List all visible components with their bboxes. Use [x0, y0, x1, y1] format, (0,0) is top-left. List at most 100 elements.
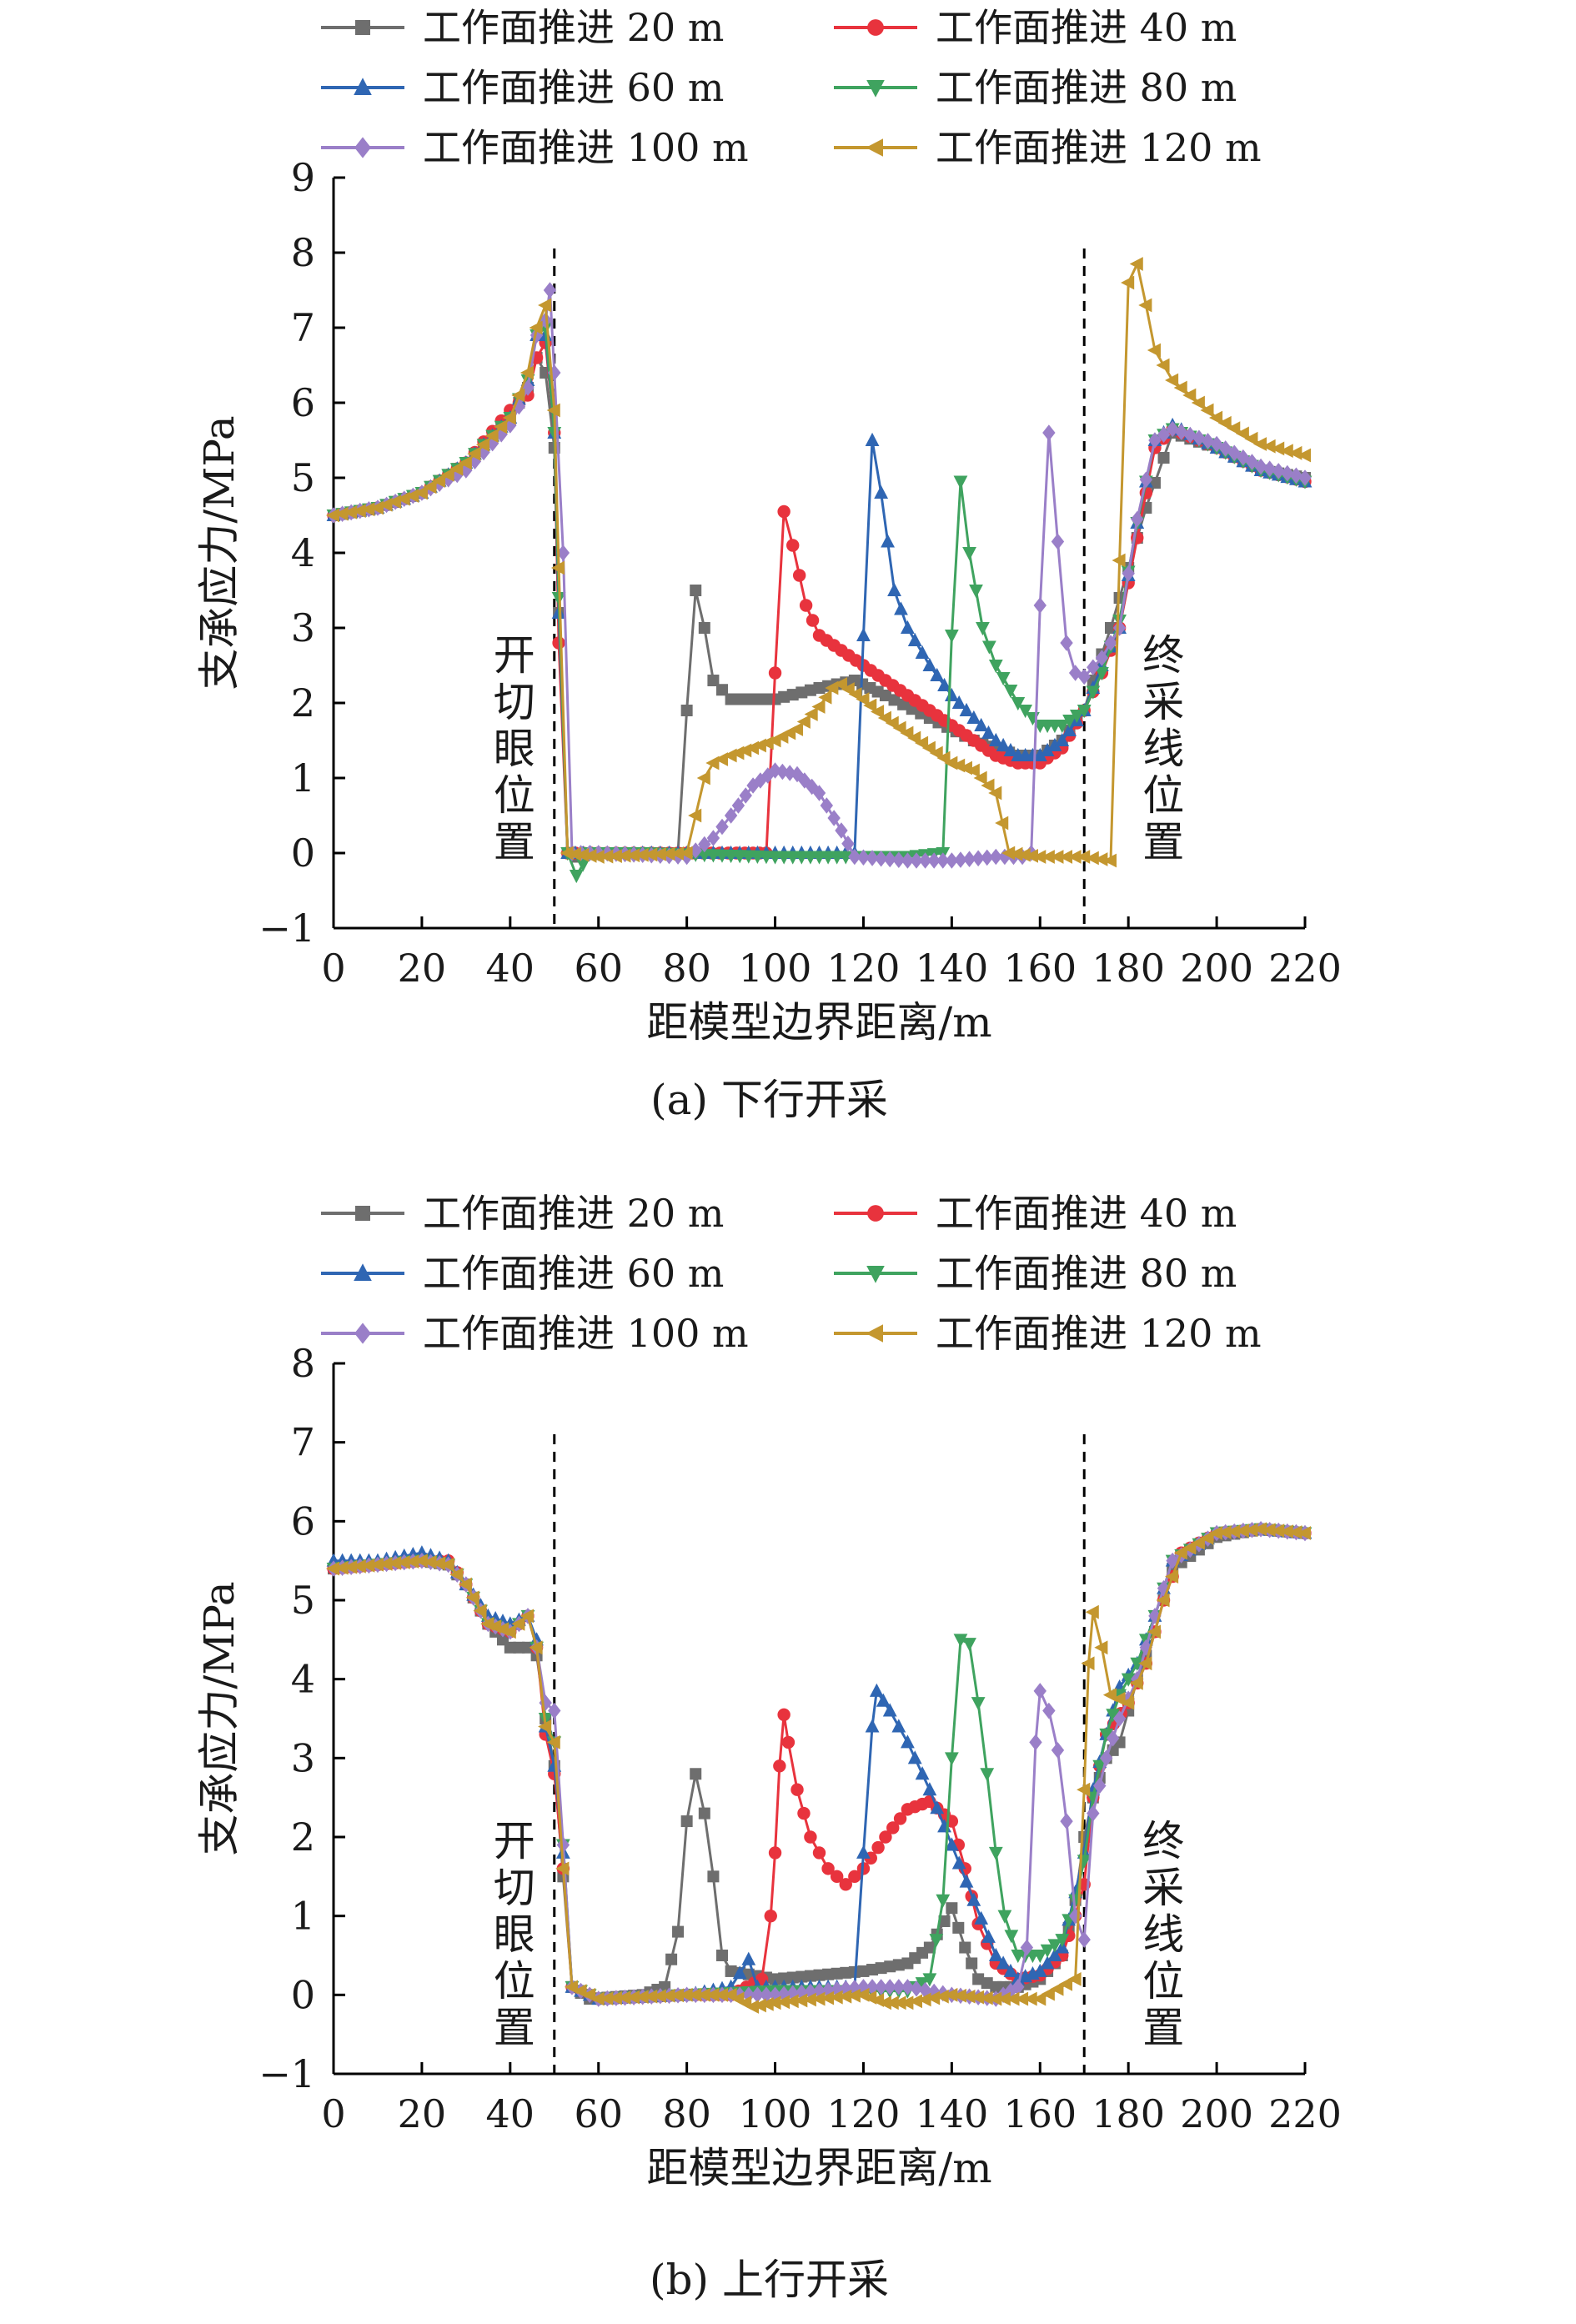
legend-item: 工作面推进 100 m	[321, 125, 749, 170]
data-point	[1175, 424, 1188, 440]
data-point	[751, 693, 764, 705]
data-point	[754, 772, 767, 789]
data-point	[1200, 1531, 1214, 1545]
data-point	[866, 850, 879, 866]
data-point	[644, 1989, 658, 2004]
x-tick-label: 140	[915, 946, 988, 991]
data-point	[1104, 635, 1117, 651]
data-point	[1138, 1656, 1152, 1671]
data-point	[745, 2000, 760, 2014]
reference-line-label: 开切眼位置	[494, 631, 535, 866]
data-point	[1298, 469, 1312, 486]
data-point	[1254, 458, 1267, 475]
data-point	[915, 1766, 930, 1780]
data-point	[608, 1990, 622, 2005]
data-point	[768, 1846, 782, 1860]
data-point	[1095, 667, 1109, 681]
data-point	[1139, 471, 1153, 489]
x-tick-label: 140	[915, 2091, 988, 2136]
data-point	[361, 1558, 375, 1573]
data-point	[1033, 1683, 1046, 1699]
data-point	[1018, 705, 1033, 719]
data-point	[1047, 1939, 1062, 1953]
data-point	[724, 807, 738, 824]
data-point	[935, 1989, 949, 2004]
data-point	[550, 560, 565, 575]
data-point	[760, 693, 772, 705]
data-point	[785, 851, 801, 865]
data-point	[785, 1994, 799, 2009]
data-point	[1047, 737, 1062, 751]
data-point	[882, 1703, 897, 1717]
reference-line-label: 终采线位置	[1142, 1817, 1184, 2052]
data-point	[988, 1846, 1003, 1861]
data-point	[969, 585, 983, 599]
data-point	[672, 1925, 685, 1938]
data-point	[966, 1892, 981, 1906]
legend-item: 工作面推进 40 m	[834, 1191, 1237, 1236]
data-point	[798, 772, 811, 789]
data-point	[974, 717, 989, 731]
data-point	[1147, 1624, 1161, 1639]
data-point	[953, 1634, 968, 1648]
data-point	[777, 1708, 791, 1721]
data-point	[792, 569, 806, 582]
data-point	[813, 682, 826, 694]
data-point	[1062, 715, 1077, 729]
data-point	[449, 1567, 464, 1582]
data-point	[914, 735, 929, 750]
data-point	[1289, 467, 1303, 484]
x-tick-label: 20	[398, 2091, 447, 2136]
data-point	[707, 675, 720, 686]
data-point	[1235, 426, 1249, 441]
data-point	[696, 1987, 710, 2002]
data-point	[405, 1554, 419, 1569]
legend-item: 工作面推进 20 m	[321, 5, 724, 50]
data-point	[725, 1965, 737, 1977]
data-point	[804, 684, 816, 696]
data-point	[966, 710, 981, 724]
data-point	[1112, 1710, 1127, 1727]
legend-item: 工作面推进 60 m	[321, 65, 724, 110]
data-point	[473, 1604, 487, 1619]
data-point	[865, 1719, 880, 1733]
data-point	[995, 816, 1009, 831]
y-tick-label: 0	[291, 1972, 315, 2017]
data-point	[953, 475, 968, 489]
data-point	[1068, 665, 1082, 681]
data-point	[715, 818, 729, 836]
data-point	[996, 672, 1011, 686]
legend-label: 工作面推进 60 m	[423, 1251, 724, 1296]
data-point	[706, 830, 720, 846]
data-point	[1009, 846, 1023, 861]
data-point	[829, 1990, 843, 2005]
data-point	[804, 1983, 817, 2000]
data-point	[1003, 685, 1018, 699]
data-point	[959, 1874, 974, 1888]
data-point	[917, 1992, 931, 2007]
data-point	[833, 677, 847, 691]
data-point	[742, 693, 755, 705]
legend-item: 工作面推进 80 m	[834, 1251, 1237, 1296]
data-point	[760, 1996, 774, 2011]
data-point	[379, 1557, 393, 1571]
data-point	[891, 1719, 906, 1733]
data-point	[848, 1870, 861, 1884]
data-point	[760, 1986, 773, 2004]
data-point	[877, 1995, 891, 2010]
data-point	[1058, 850, 1073, 864]
y-tick-label: 4	[291, 530, 315, 575]
x-tick-label: 220	[1268, 946, 1342, 991]
data-point	[1032, 747, 1047, 761]
data-point	[1077, 668, 1091, 685]
data-point	[1208, 1526, 1223, 1540]
legend-item: 工作面推进 120 m	[834, 1311, 1262, 1356]
data-point	[841, 682, 855, 696]
data-point	[1032, 1950, 1047, 1964]
x-tick-label: 160	[1003, 946, 1077, 991]
data-point	[431, 474, 446, 488]
data-point	[796, 686, 808, 699]
data-point	[789, 722, 804, 736]
data-point	[776, 1995, 791, 2010]
data-point	[997, 1910, 1012, 1924]
